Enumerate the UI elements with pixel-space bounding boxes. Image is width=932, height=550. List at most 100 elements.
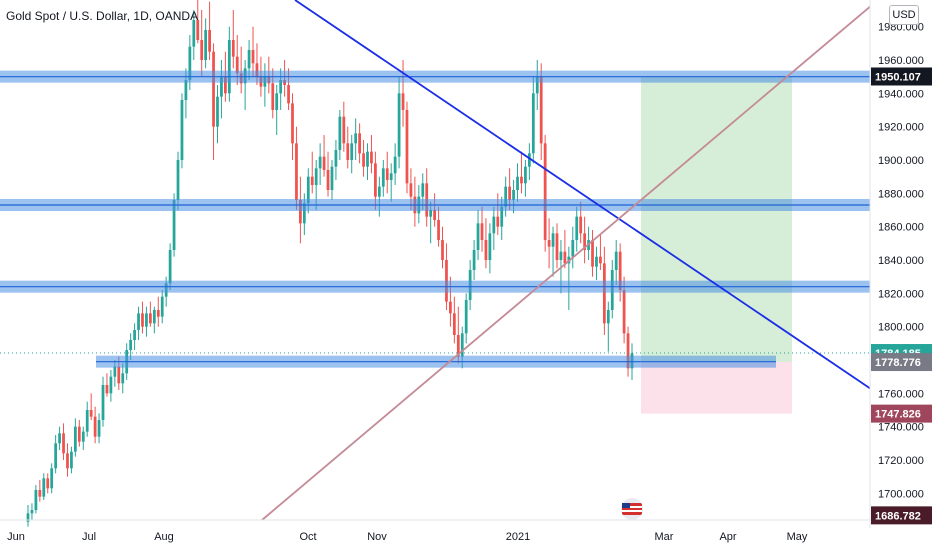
price-tag: 1686.782 (871, 506, 932, 525)
candle (295, 126, 298, 210)
candle (26, 505, 30, 527)
candle (626, 326, 630, 377)
candle (354, 118, 358, 160)
candle (472, 240, 476, 280)
candle (326, 151, 330, 197)
candle (350, 135, 354, 174)
candle (555, 223, 559, 269)
candle (531, 76, 535, 164)
time-tick-label: Nov (367, 531, 387, 543)
candle (101, 376, 105, 427)
candle (330, 160, 334, 200)
flag-icon (621, 498, 643, 520)
candle (105, 373, 109, 397)
trendline-pink-uptrend[interactable] (261, 5, 871, 521)
candle (73, 418, 77, 457)
candle (484, 218, 488, 269)
candle (543, 135, 547, 252)
price-tag: 1950.107 (871, 67, 932, 86)
time-tick-label: Jul (82, 531, 96, 543)
price-tick-label: 1900.000 (878, 155, 924, 167)
time-tick-label: Jun (7, 531, 25, 543)
candle (492, 206, 496, 250)
candle (437, 206, 440, 247)
price-tick-label: 1880.000 (878, 188, 924, 200)
candle (389, 163, 393, 202)
time-axis[interactable]: Jun Jul Aug Oct Nov 2021 Mar Apr May (7, 531, 808, 543)
candle (362, 140, 365, 177)
candle (85, 401, 89, 437)
candle (58, 426, 61, 450)
price-tick-label: 1800.000 (878, 322, 924, 334)
time-tick-label: Mar (655, 531, 674, 543)
candle (70, 446, 73, 474)
candle (180, 93, 184, 169)
candle (381, 160, 385, 197)
price-tick-label: 1940.000 (878, 88, 924, 100)
time-tick-label: Aug (154, 531, 174, 543)
candle (547, 218, 551, 269)
candle (62, 423, 65, 460)
candle (575, 206, 579, 252)
candle (50, 463, 54, 494)
candle (129, 333, 133, 360)
price-tick-label: 1740.000 (878, 422, 924, 434)
candle (583, 216, 587, 264)
candle (488, 223, 492, 274)
candle (342, 101, 346, 152)
candle (89, 393, 93, 420)
candle (524, 160, 527, 197)
candle (520, 151, 523, 194)
candle (606, 301, 610, 352)
candle (38, 480, 42, 502)
svg-text:1686.782: 1686.782 (875, 510, 921, 522)
candle (34, 485, 38, 514)
candle (137, 306, 140, 340)
candle (196, 0, 200, 44)
candle (385, 151, 389, 194)
candle (231, 10, 235, 69)
price-axis[interactable]: 1700.0001720.0001740.0001760.0001780.000… (878, 22, 924, 501)
price-tick-label: 1980.000 (878, 22, 924, 34)
candle (338, 110, 342, 160)
candle (141, 301, 144, 334)
candle (401, 60, 405, 127)
candle (66, 443, 69, 477)
loss-zone (641, 362, 792, 414)
candle (291, 93, 294, 160)
candle (152, 306, 156, 334)
candle (251, 26, 255, 77)
candle (46, 473, 50, 494)
candle (599, 235, 602, 270)
candle (563, 230, 567, 269)
candle (212, 43, 215, 160)
price-tick-label: 1760.000 (878, 388, 924, 400)
candle (160, 290, 164, 324)
candle (425, 168, 429, 227)
price-tick-label: 1960.000 (878, 55, 924, 67)
candle (204, 18, 208, 69)
time-tick-label: May (787, 531, 808, 543)
candle (156, 296, 160, 327)
candle (77, 420, 81, 447)
candle (567, 246, 571, 310)
candle (527, 143, 531, 180)
candle (322, 135, 326, 177)
candle (358, 123, 361, 164)
currency-button[interactable]: USD (889, 5, 919, 25)
candle (595, 246, 598, 280)
candle (393, 143, 397, 185)
profit-zone (641, 76, 792, 363)
price-tick-label: 1820.000 (878, 288, 924, 300)
candle (535, 60, 539, 110)
candle (618, 243, 622, 302)
trendline-blue-downtrend[interactable] (294, 0, 871, 390)
candle (208, 1, 211, 60)
svg-text:1778.776: 1778.776 (875, 357, 921, 369)
candle (571, 226, 575, 269)
candle (97, 413, 101, 444)
candle (145, 306, 148, 337)
candle (148, 301, 152, 327)
